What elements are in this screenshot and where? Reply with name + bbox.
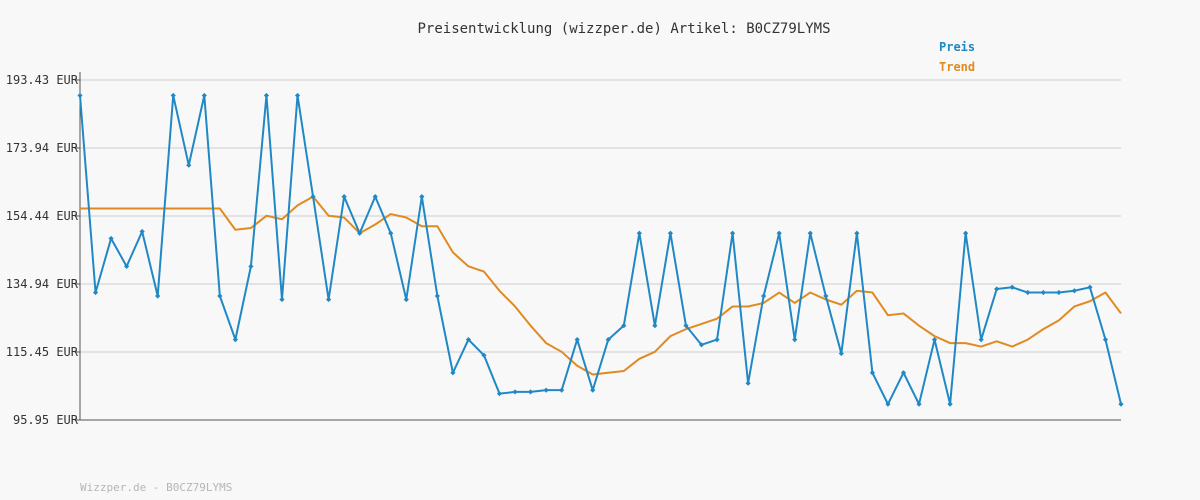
data-point-preis	[761, 293, 767, 299]
data-point-preis	[714, 337, 720, 343]
data-point-preis	[1025, 289, 1031, 296]
data-point-preis	[201, 92, 207, 99]
data-point-preis	[372, 194, 378, 200]
data-point-preis	[512, 389, 518, 395]
data-point-preis	[496, 391, 503, 397]
data-point-preis	[776, 230, 782, 236]
data-point-preis	[792, 337, 798, 343]
data-point-preis	[170, 92, 176, 99]
chart-title: Preisentwicklung (wizzper.de) Artikel: B…	[417, 21, 830, 37]
data-point-preis	[574, 337, 580, 343]
data-point-preis	[885, 401, 891, 407]
data-point-preis	[434, 293, 440, 299]
data-point-preis	[1040, 289, 1046, 296]
data-point-preis	[559, 387, 565, 393]
data-point-preis	[854, 230, 860, 236]
y-tick-label: 95.95 EUR	[13, 413, 79, 427]
data-point-preis	[465, 337, 472, 343]
y-tick-label: 134.94 EUR	[6, 277, 79, 291]
y-tick-label: 154.44 EUR	[6, 209, 79, 223]
data-point-preis	[729, 230, 736, 236]
data-point-preis	[823, 293, 829, 299]
data-point-preis	[77, 92, 83, 99]
data-point-preis	[994, 286, 1000, 292]
data-point-preis	[869, 370, 876, 376]
data-point-preis	[263, 92, 270, 99]
data-point-preis	[745, 380, 751, 386]
y-tick-label: 193.43 EUR	[6, 73, 79, 87]
data-point-preis	[155, 293, 161, 299]
data-point-preis	[1071, 288, 1077, 294]
data-point-preis	[419, 194, 425, 200]
data-point-preis	[590, 387, 596, 393]
series-layer	[77, 92, 1124, 407]
data-point-preis	[807, 230, 813, 236]
gridlines	[80, 79, 1121, 353]
legend-item-trend: Trend	[939, 60, 975, 74]
data-point-preis	[186, 162, 192, 168]
chart-footer: Wizzper.de - B0CZ79LYMS	[80, 481, 232, 494]
legend: Preis Trend	[939, 40, 975, 74]
data-point-preis	[605, 337, 611, 343]
data-point-preis	[279, 296, 285, 303]
data-point-preis	[963, 230, 969, 236]
data-point-preis	[636, 230, 642, 236]
data-point-preis	[341, 194, 347, 200]
data-point-preis	[1118, 401, 1124, 407]
data-point-preis	[900, 370, 907, 376]
y-tick-label: 173.94 EUR	[6, 141, 79, 155]
data-point-preis	[92, 289, 99, 296]
data-point-preis	[139, 228, 145, 235]
y-tick-label: 115.45 EUR	[6, 345, 79, 359]
data-point-preis	[388, 230, 394, 236]
data-point-preis	[978, 337, 984, 343]
data-point-preis	[543, 387, 549, 393]
data-point-preis	[450, 370, 456, 376]
legend-item-preis: Preis	[939, 40, 975, 54]
data-point-preis	[1056, 289, 1062, 296]
data-point-preis	[481, 352, 487, 358]
data-point-preis	[217, 293, 223, 299]
series-line-preis	[79, 94, 1122, 406]
data-point-preis	[124, 263, 130, 269]
series-line-trend	[80, 195, 1122, 376]
data-point-preis	[108, 235, 114, 242]
data-point-preis	[403, 296, 409, 303]
data-point-preis	[294, 92, 301, 99]
data-point-preis	[1102, 337, 1109, 343]
data-point-preis	[698, 342, 705, 348]
data-point-preis	[947, 401, 953, 407]
data-point-preis	[683, 323, 689, 329]
data-point-preis	[527, 389, 534, 395]
data-point-preis	[838, 350, 844, 357]
y-axis: 193.43 EUR 173.94 EUR 154.44 EUR 134.94 EUR…	[6, 73, 80, 427]
data-point-preis	[325, 296, 332, 303]
data-point-preis	[1087, 284, 1093, 290]
data-point-preis	[357, 230, 363, 236]
data-point-preis	[1009, 284, 1015, 290]
data-point-preis	[310, 194, 316, 200]
data-point-preis	[232, 337, 238, 343]
data-point-preis	[931, 337, 938, 343]
data-point-preis	[916, 401, 922, 407]
data-point-preis	[248, 263, 254, 269]
data-point-preis	[667, 230, 674, 236]
data-point-preis	[652, 323, 658, 329]
data-point-preis	[621, 323, 627, 329]
